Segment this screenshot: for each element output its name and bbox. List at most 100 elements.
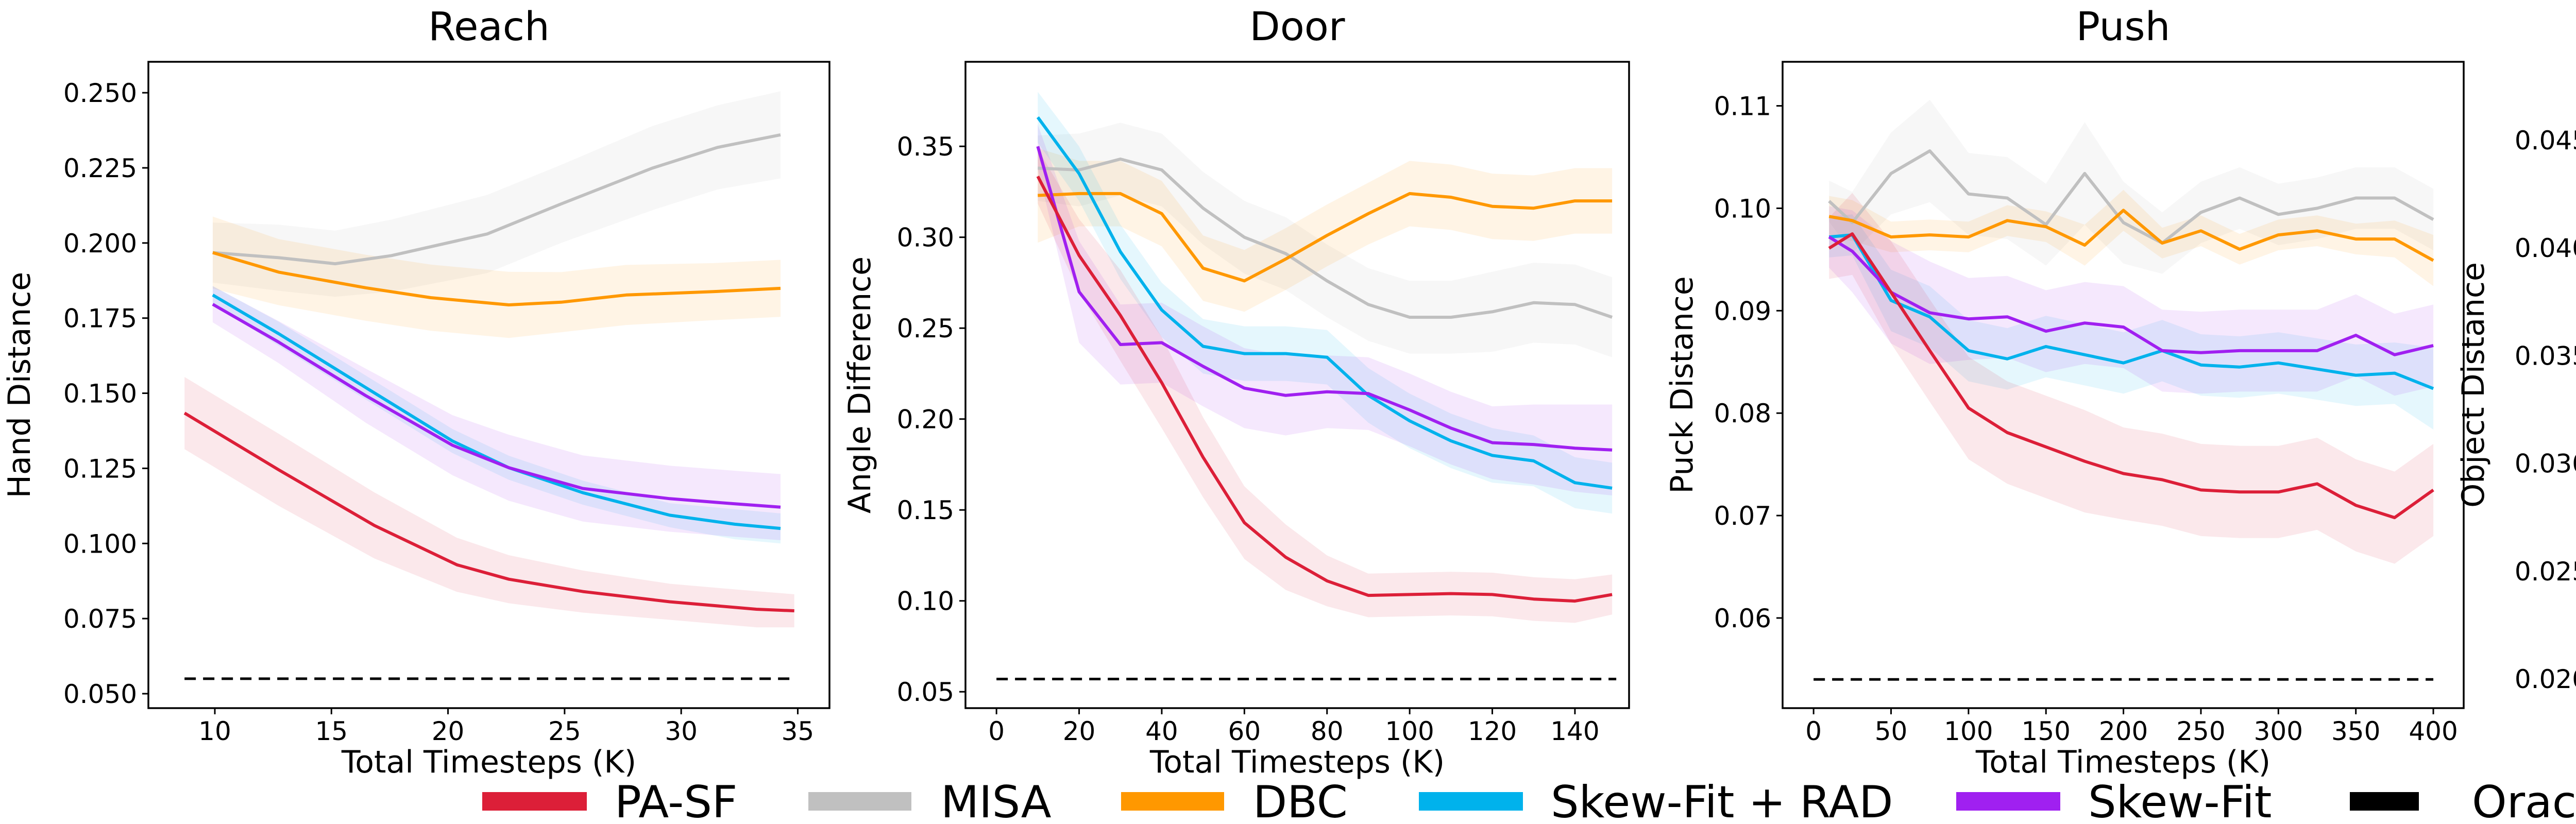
legend-swatch bbox=[482, 792, 587, 811]
plot-area bbox=[996, 92, 1617, 681]
y-tick-label: 0.20 bbox=[897, 405, 954, 435]
y-tick-label: 0.200 bbox=[63, 229, 137, 259]
line-skew-fit bbox=[1828, 235, 2434, 356]
x-tick-label: 20 bbox=[432, 716, 465, 746]
line-misa bbox=[1038, 157, 1613, 319]
y-tick-label: 0.09 bbox=[1714, 296, 1771, 326]
y-tick-label: 0.030 bbox=[2515, 449, 2576, 479]
y-tick-label: 0.30 bbox=[897, 223, 954, 253]
plot-area bbox=[1814, 99, 2434, 681]
x-tick-label: 10 bbox=[198, 716, 231, 746]
x-tick-label: 35 bbox=[782, 716, 815, 746]
legend-swatch bbox=[2350, 792, 2419, 811]
x-tick-label: 150 bbox=[2022, 716, 2071, 746]
legend-item-skew-fit-rad: Skew-Fit + RAD bbox=[1419, 777, 1893, 824]
y-axis-label: Object Distance bbox=[2455, 262, 2492, 508]
band-skew-fit bbox=[1038, 124, 1613, 496]
line-skew-fit bbox=[212, 303, 781, 509]
line-dbc bbox=[1038, 192, 1613, 283]
line-pa-sf bbox=[1036, 176, 1613, 603]
line-dbc bbox=[1828, 209, 2434, 262]
legend-label: DBC bbox=[1253, 777, 1348, 824]
y-tick-label: 0.035 bbox=[2515, 341, 2576, 371]
x-tick-label: 80 bbox=[1311, 716, 1344, 746]
line-misa bbox=[1828, 149, 2434, 245]
panel-door: 0 20 40 60 80 100 120 140 0.05 0.10 0.15 0.20 0.25 0.… bbox=[842, 4, 1630, 780]
y-tick-label: 0.35 bbox=[897, 132, 954, 162]
x-axis-label: Total Timesteps (K) bbox=[1149, 744, 1445, 780]
x-tick-label: 100 bbox=[1385, 716, 1434, 746]
y-axis-label: Angle Difference bbox=[842, 256, 878, 513]
x-tick-label: 400 bbox=[2409, 716, 2458, 746]
axes-frame bbox=[964, 61, 1630, 709]
line-misa bbox=[212, 133, 781, 266]
legend-item-oracle-skew-fit: Oracle Skew-Fit bbox=[2350, 777, 2576, 824]
legend-label: PA-SF bbox=[615, 777, 737, 824]
y-tick-label: 0.05 bbox=[897, 677, 954, 707]
y-axis-label: Puck Distance bbox=[1664, 276, 1700, 493]
y-tick-label: 0.08 bbox=[1714, 399, 1771, 428]
y-tick-label: 0.225 bbox=[63, 153, 137, 183]
y-tick-label: 0.020 bbox=[2515, 664, 2576, 694]
x-tick-label: 300 bbox=[2254, 716, 2303, 746]
y-tick-label: 0.175 bbox=[63, 304, 137, 334]
y-tick-label: 0.075 bbox=[63, 604, 137, 634]
x-tick-label: 140 bbox=[1550, 716, 1599, 746]
y-tick-label: 0.125 bbox=[63, 454, 137, 484]
line-skew-fit bbox=[1036, 146, 1613, 452]
x-tick-label: 0 bbox=[1805, 716, 1822, 746]
panel-push: 0 50 100 150 200 250 300 350 400 0.06 0.07 0.08 0.09… bbox=[1664, 4, 2465, 780]
y-tick-label: 0.10 bbox=[1714, 194, 1771, 224]
x-tick-label: 200 bbox=[2099, 716, 2148, 746]
x-axis-label: Total Timesteps (K) bbox=[341, 744, 636, 780]
legend-label: Skew-Fit bbox=[2088, 777, 2272, 824]
x-tick-label: 0 bbox=[988, 716, 1005, 746]
band-pa-sf bbox=[184, 377, 794, 628]
band-pa-sf bbox=[1829, 193, 2434, 564]
y-tick-label: 0.050 bbox=[63, 679, 137, 709]
band-dbc bbox=[1038, 148, 1613, 312]
y-tick-label: 0.15 bbox=[897, 495, 954, 525]
plot-area bbox=[183, 91, 794, 680]
band-skew-fit bbox=[212, 286, 781, 540]
legend-swatch bbox=[1419, 792, 1523, 811]
y-tick-label: 0.11 bbox=[1714, 92, 1771, 122]
y-tick-label: 0.150 bbox=[63, 379, 137, 409]
x-tick-label: 350 bbox=[2331, 716, 2380, 746]
x-axis-label: Total Timesteps (K) bbox=[1975, 744, 2270, 780]
band-dbc bbox=[1829, 190, 2434, 286]
band-misa bbox=[1038, 123, 1613, 357]
line-skew-fit-rad bbox=[1828, 233, 2434, 390]
y-tick-label: 0.100 bbox=[63, 529, 137, 559]
y-tick-label: 0.250 bbox=[63, 78, 137, 108]
x-tick-label: 20 bbox=[1063, 716, 1096, 746]
x-tick-label: 50 bbox=[1875, 716, 1908, 746]
y-tick-label: 0.025 bbox=[2515, 557, 2576, 587]
x-tick-label: 30 bbox=[665, 716, 698, 746]
panel-title: Door bbox=[1249, 4, 1345, 50]
panel-reach: 10 15 20 25 30 35 0.050 0.075 0.100 0.125 0.150 0.1… bbox=[2, 4, 831, 780]
band-skew-fit bbox=[1829, 206, 2434, 396]
legend-item-skew-fit: Skew-Fit bbox=[1956, 777, 2272, 824]
legend: PA-SF MISA DBC Skew-Fit + RAD Skew-Fit Oracle… bbox=[482, 777, 2576, 824]
y-tick-label: 0.045 bbox=[2515, 126, 2576, 156]
band-skew-fit-rad bbox=[1829, 214, 2434, 430]
y-tick-label: 0.10 bbox=[897, 587, 954, 616]
axes-frame bbox=[147, 61, 831, 709]
x-tick-label: 250 bbox=[2176, 716, 2225, 746]
y-tick-label: 0.06 bbox=[1714, 604, 1771, 633]
band-pa-sf bbox=[1038, 149, 1613, 623]
band-misa bbox=[1829, 99, 2434, 274]
y-tick-label: 0.040 bbox=[2515, 233, 2576, 263]
line-pa-sf bbox=[183, 411, 794, 612]
legend-item-pa-sf: PA-SF bbox=[482, 777, 737, 824]
x-tick-label: 100 bbox=[1944, 716, 1993, 746]
legend-item-misa: MISA bbox=[808, 777, 1052, 824]
x-tick-label: 60 bbox=[1228, 716, 1261, 746]
legend-label: MISA bbox=[941, 777, 1052, 824]
panel-pickup: 0501001502002500.0200.0250.0300.0350.040… bbox=[2455, 126, 2576, 694]
panel-title: Reach bbox=[428, 4, 550, 50]
legend-swatch bbox=[808, 792, 911, 811]
panel-title: Push bbox=[2076, 4, 2171, 50]
